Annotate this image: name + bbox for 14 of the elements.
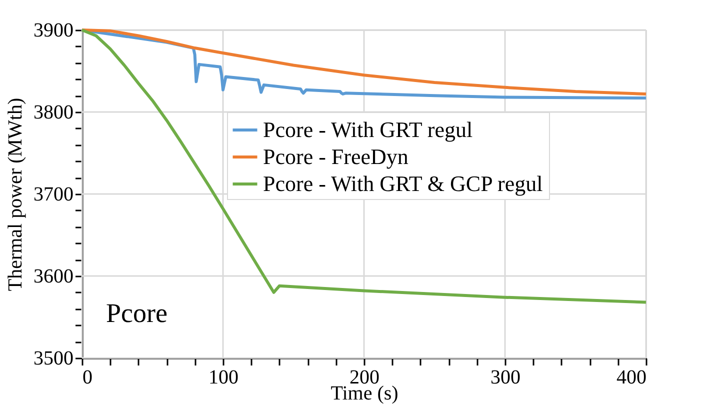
y-tick-label: 3800: [34, 102, 74, 124]
y-tick-label: 3900: [34, 20, 74, 42]
y-axis-title: Thermal power (MWth): [4, 98, 26, 292]
annotation: Pcore: [106, 298, 168, 328]
x-tick-label: 100: [208, 366, 238, 388]
legend-label: Pcore - FreeDyn: [263, 144, 408, 169]
y-tick-label: 3500: [34, 348, 74, 370]
y-tick-label: 3700: [34, 184, 74, 206]
x-tick-label: 0: [82, 366, 92, 388]
legend-label: Pcore - With GRT & GCP regul: [263, 171, 543, 196]
x-tick-label: 300: [490, 366, 520, 388]
y-tick-label: 3600: [34, 266, 74, 288]
x-tick-label: 400: [616, 366, 646, 388]
legend-label: Pcore - With GRT regul: [263, 117, 473, 142]
